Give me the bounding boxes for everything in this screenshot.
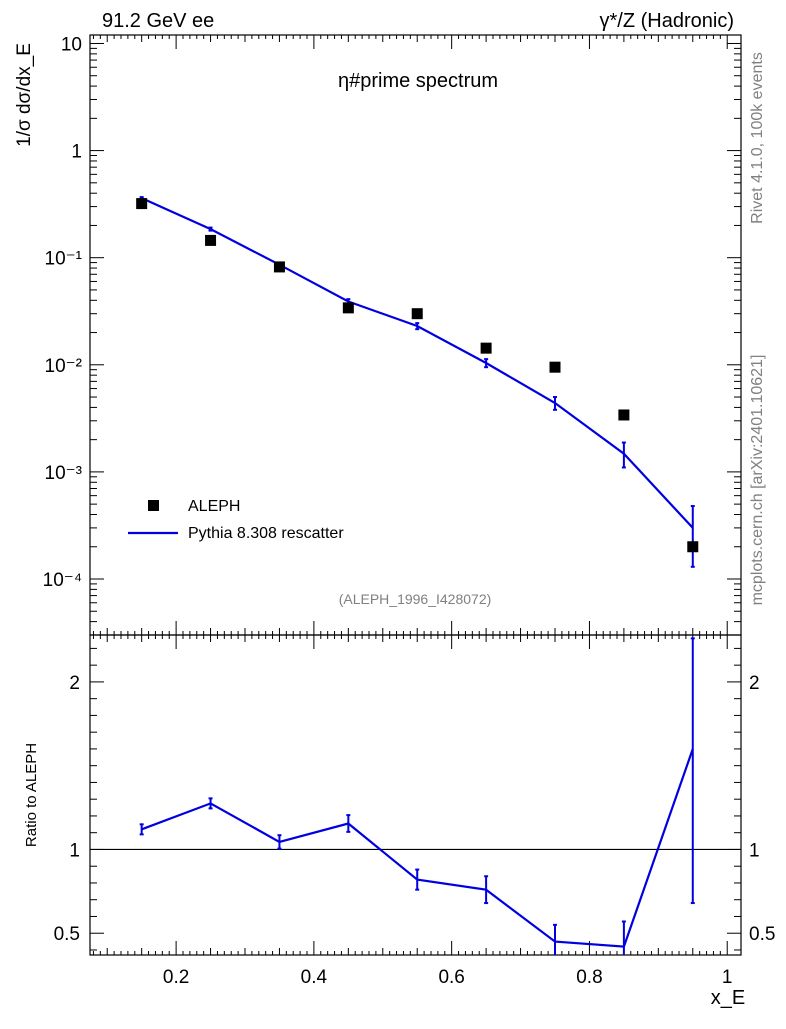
- ratio-y-tick-label-left: 0.5: [54, 924, 80, 945]
- main-y-tick-label: 10⁻³: [45, 463, 83, 484]
- aleph-marker: [687, 541, 699, 553]
- legend: ALEPH Pythia 8.308 rescatter: [128, 498, 344, 542]
- main-y-tick-label: 10: [61, 34, 82, 55]
- pythia-line: [141, 197, 694, 529]
- legend-marker-aleph: [148, 500, 159, 511]
- main-title: η#prime spectrum: [338, 70, 498, 92]
- main-plot-frame: [89, 34, 742, 636]
- legend-label-aleph: ALEPH: [188, 498, 240, 515]
- x-axis-label: x_E: [711, 987, 745, 1009]
- x-tick-label: 0.6: [438, 967, 464, 988]
- legend-label-pythia: Pythia 8.308 rescatter: [188, 525, 344, 542]
- header-left: 91.2 GeV ee: [102, 10, 214, 32]
- main-ylabel: 1/σ dσ/dx_E: [14, 43, 35, 147]
- main-y-tick-label: 10⁻²: [45, 356, 83, 377]
- x-tick-label: 0.8: [576, 967, 602, 988]
- aleph-marker: [273, 261, 285, 273]
- x-tick-label: 1: [722, 967, 733, 988]
- aleph-marker: [411, 308, 423, 320]
- ratio-y-tick-label-left: 1: [69, 840, 80, 861]
- ratio-y-tick-label-right: 1: [749, 840, 760, 861]
- aleph-marker: [549, 361, 561, 373]
- ratio-series-group: [139, 637, 695, 955]
- main-y-tick-label: 10⁻¹: [45, 249, 83, 270]
- main-y-tick-label: 10⁻⁴: [43, 570, 82, 591]
- aleph-marker: [342, 302, 354, 314]
- aleph-marker: [480, 342, 492, 354]
- ratio-ylabel: Ratio to ALEPH: [23, 743, 40, 847]
- ratio-y-tick-label-right: 2: [749, 673, 760, 694]
- x-tick-label: 0.2: [163, 967, 189, 988]
- mcplots-label: mcplots.cern.ch [arXiv:2401.10621]: [749, 355, 766, 606]
- aleph-marker: [136, 198, 148, 210]
- ratio-y-tick-label-right: 0.5: [749, 924, 775, 945]
- ratio-y-tick-label-left: 2: [69, 673, 80, 694]
- aleph-marker: [618, 409, 630, 421]
- x-tick-label: 0.4: [301, 967, 328, 988]
- aleph-marker: [205, 234, 217, 246]
- main-y-tick-label: 1: [71, 142, 82, 163]
- ratio-line: [141, 748, 694, 948]
- header-right: γ*/Z (Hadronic): [600, 10, 734, 32]
- analysis-watermark: (ALEPH_1996_I428072): [339, 591, 492, 607]
- ratio-plot-frame: [89, 634, 742, 956]
- rivet-label: Rivet 4.1.0, 100k events: [749, 52, 766, 224]
